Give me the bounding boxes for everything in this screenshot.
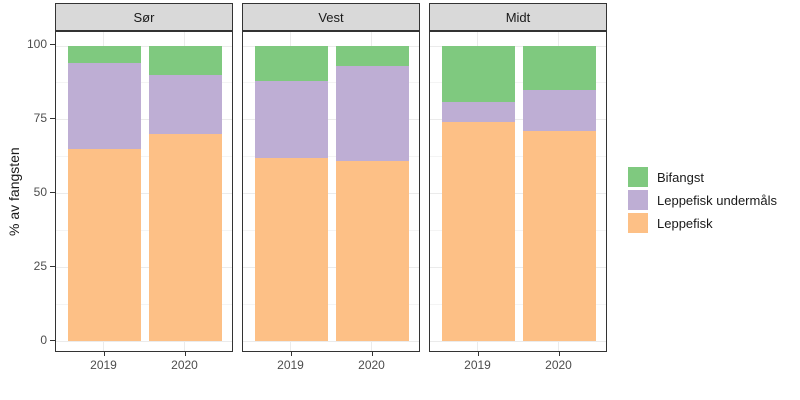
- y-tick-mark: [50, 44, 55, 45]
- panel-plot-area: [55, 31, 233, 352]
- gridline-minor: [243, 82, 419, 84]
- gridline-major: [243, 119, 419, 121]
- x-tick-mark: [477, 352, 479, 356]
- gridline-minor: [430, 230, 606, 232]
- y-tick-label: 0: [40, 332, 47, 347]
- panel-plot-area: [429, 31, 607, 352]
- panel-plot-area: [242, 31, 420, 352]
- x-tick-mark: [184, 352, 186, 356]
- bar-segment-bifangst: [336, 45, 409, 67]
- gridline-minor: [56, 304, 232, 306]
- gridline-minor: [430, 82, 606, 84]
- legend-entry-label: Leppefisk: [657, 215, 713, 231]
- gridline-major: [56, 341, 232, 342]
- bar-segment-leppefisk: [442, 122, 515, 341]
- gridline-major: [430, 267, 606, 269]
- y-tick-label: 50: [33, 184, 47, 199]
- bar-segment-leppefisk: [255, 157, 328, 341]
- gridline-minor: [430, 304, 606, 306]
- bar-segment-bifangst: [523, 45, 596, 90]
- y-tick-label: 25: [33, 258, 47, 273]
- x-tick-label: 2019: [90, 358, 117, 372]
- gridline-minor: [243, 304, 419, 306]
- bar-segment-bifangst: [149, 45, 222, 76]
- gridline-major: [430, 341, 606, 342]
- x-tick-label: 2019: [277, 358, 304, 372]
- gridline-major: [56, 119, 232, 121]
- bar-segment-leppefisk-underm-ls: [255, 80, 328, 158]
- legend-key-swatch: [628, 190, 648, 210]
- legend-entry: Leppefisk undermåls: [628, 190, 777, 210]
- x-tick-label: 2020: [358, 358, 385, 372]
- y-tick-mark: [50, 265, 55, 267]
- facet-strip-label: Sør: [55, 3, 233, 31]
- legend-entry: Bifangst: [628, 167, 777, 187]
- gridline-minor: [56, 82, 232, 84]
- bar-segment-leppefisk-underm-ls: [442, 101, 515, 123]
- gridline-major: [243, 341, 419, 342]
- legend-key-swatch: [628, 167, 648, 187]
- facet-panel: Sør: [55, 3, 233, 352]
- gridline-major: [56, 193, 232, 195]
- legend: Bifangst Leppefisk undermåls Leppefisk: [628, 0, 777, 400]
- gridline-major: [430, 45, 606, 47]
- x-tick-label: 2020: [171, 358, 198, 372]
- facet-panel: Midt: [429, 3, 607, 352]
- x-tick-label: 2019: [464, 358, 491, 372]
- legend-entry-label: Bifangst: [657, 169, 704, 185]
- bar-segment-leppefisk-underm-ls: [523, 89, 596, 132]
- gridline-minor: [56, 156, 232, 158]
- facet-panel: Vest: [242, 3, 420, 352]
- facet-strip-label: Vest: [242, 3, 420, 31]
- gridline-major: [430, 119, 606, 121]
- bar-segment-leppefisk: [149, 134, 222, 341]
- gridline-minor: [56, 230, 232, 232]
- bar-segment-leppefisk-underm-ls: [336, 66, 409, 161]
- bar-segment-leppefisk-underm-ls: [68, 63, 141, 149]
- bar-segment-bifangst: [442, 45, 515, 102]
- facet-strip-label: Midt: [429, 3, 607, 31]
- bar-segment-bifangst: [68, 45, 141, 64]
- gridline-minor: [243, 230, 419, 232]
- bar-segment-leppefisk: [523, 131, 596, 341]
- gridline-major: [243, 267, 419, 269]
- gridline-major: [243, 45, 419, 47]
- gridline-major: [243, 193, 419, 195]
- y-tick-label: 75: [33, 110, 47, 125]
- y-tick-label: 100: [26, 37, 47, 51]
- legend-entry: Leppefisk: [628, 213, 777, 233]
- x-tick-label: 2020: [545, 358, 572, 372]
- legend-entry-label: Leppefisk undermåls: [657, 192, 777, 208]
- legend-key-swatch: [628, 213, 648, 233]
- x-tick-mark: [371, 352, 373, 356]
- y-tick-mark: [50, 117, 55, 119]
- gridline-major: [56, 267, 232, 269]
- gridline-minor: [430, 156, 606, 158]
- y-tick-mark: [50, 191, 55, 193]
- bar-segment-leppefisk: [68, 148, 141, 341]
- x-tick-mark: [290, 352, 292, 356]
- bar-segment-leppefisk-underm-ls: [149, 75, 222, 135]
- y-tick-mark: [50, 339, 55, 341]
- gridline-major: [430, 193, 606, 195]
- x-tick-mark: [103, 352, 105, 356]
- bar-segment-bifangst: [255, 45, 328, 81]
- gridline-major: [56, 45, 232, 47]
- gridline-minor: [243, 156, 419, 158]
- x-tick-mark: [558, 352, 560, 356]
- bar-segment-leppefisk: [336, 160, 409, 341]
